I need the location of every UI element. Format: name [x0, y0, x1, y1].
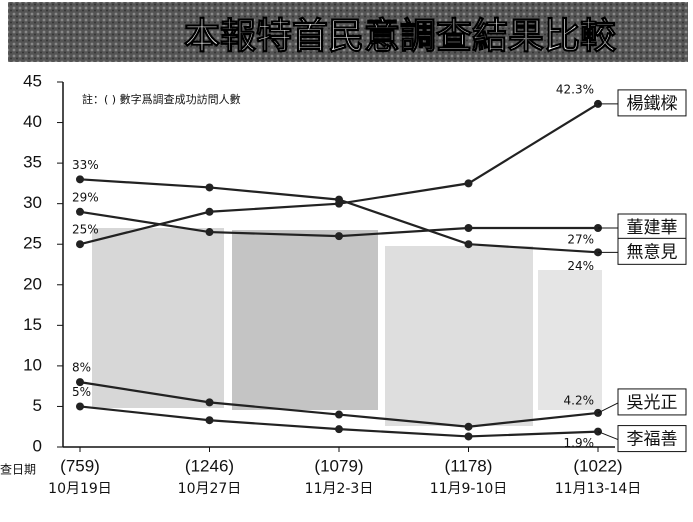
x-sublabel: (759)	[60, 456, 100, 475]
y-tick-label: 15	[23, 315, 42, 334]
point	[335, 410, 343, 419]
x-tick-label: 11月9-10日	[430, 481, 508, 497]
value-label: 29%	[72, 190, 99, 204]
y-tick-label: 40	[23, 112, 42, 131]
legend-box	[617, 237, 687, 265]
y-tick-label: 0	[33, 436, 42, 455]
value-label: 25%	[72, 223, 99, 237]
y-tick-label: 25	[23, 234, 42, 253]
point	[76, 402, 84, 411]
value-label: 1.9%	[564, 436, 595, 450]
value-label: 24%	[567, 259, 594, 273]
leader	[597, 402, 619, 414]
point	[464, 432, 473, 441]
point	[205, 228, 214, 237]
legend-label: 吳光正	[627, 393, 678, 413]
point	[76, 378, 84, 387]
legend-box	[617, 89, 687, 117]
point	[205, 398, 214, 407]
chart-title: 本報特首民意調查結果比較	[184, 16, 617, 57]
point	[76, 240, 84, 249]
x-sublabel: (1079)	[314, 456, 363, 475]
x-sublabel: (1022)	[573, 456, 622, 475]
x-tick-label: 11月2-3日	[305, 481, 374, 497]
legend-label: 楊鐵樑	[627, 94, 678, 114]
value-label: 33%	[72, 158, 99, 172]
point	[205, 207, 214, 216]
point	[205, 416, 214, 425]
value-label: 27%	[567, 233, 594, 247]
legend-label: 李福善	[627, 430, 678, 450]
point	[464, 179, 473, 188]
x-sublabel: (1178)	[445, 456, 493, 475]
value-label: 42.3%	[556, 82, 594, 96]
point	[335, 195, 343, 204]
point	[464, 240, 473, 249]
x-tick-label: 10月19日	[48, 481, 112, 497]
value-label: 4.2%	[564, 393, 595, 407]
title-banner	[8, 2, 688, 62]
note: 註：( ) 數字爲調查成功訪問人數	[82, 92, 241, 106]
leader	[597, 431, 619, 441]
legend-box	[617, 425, 687, 453]
x-tick-label: 10月27日	[178, 481, 242, 497]
y-tick-label: 30	[23, 193, 42, 212]
y-tick-label: 20	[23, 274, 42, 293]
point	[205, 183, 214, 192]
legend-box	[617, 388, 687, 416]
point	[76, 175, 84, 184]
point	[464, 422, 473, 431]
legend-label: 無意見	[627, 242, 678, 262]
legend-label: 董建華	[627, 218, 678, 238]
point	[335, 425, 343, 434]
x-axis-label: 查日期	[0, 463, 36, 477]
x-tick-label: 11月13-14日	[555, 481, 642, 497]
point	[464, 224, 473, 232]
point	[76, 207, 84, 216]
x-sublabel: (1246)	[185, 456, 234, 475]
photos	[92, 228, 602, 426]
value-label: 8%	[72, 361, 91, 375]
y-tick-label: 45	[23, 71, 42, 90]
y-tick-label: 35	[23, 153, 42, 172]
point	[335, 232, 343, 241]
y-tick-label: 10	[23, 355, 42, 374]
y-tick-label: 5	[33, 396, 42, 415]
legend-box	[617, 213, 687, 241]
value-label: 5%	[72, 385, 91, 399]
